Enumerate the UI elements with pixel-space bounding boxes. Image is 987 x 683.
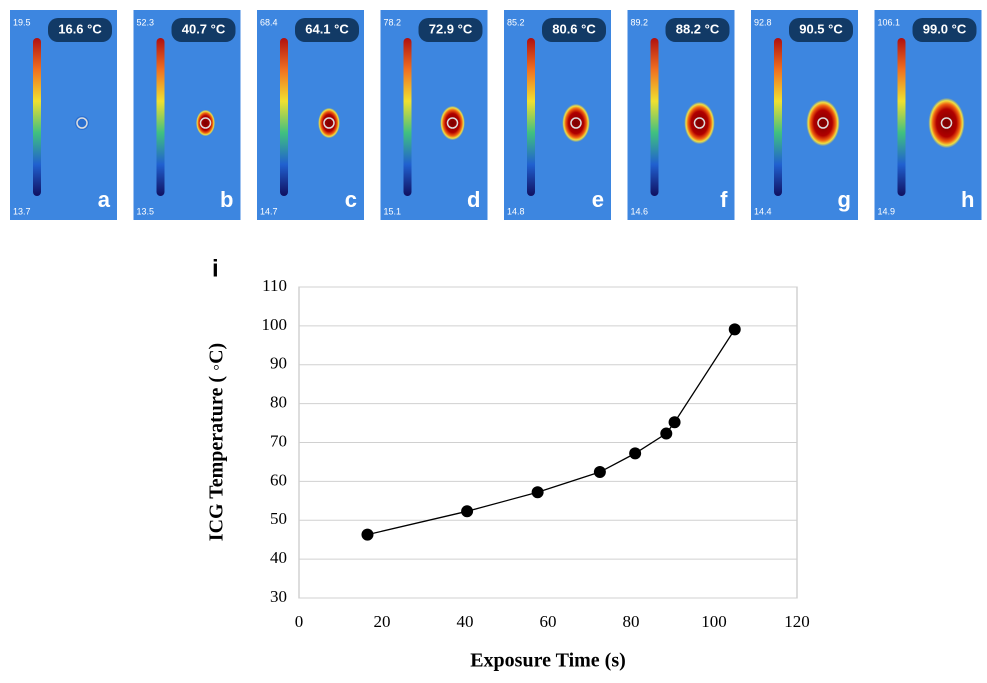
data-point [532, 486, 544, 498]
scale-max: 85.2 [507, 17, 525, 27]
thermal-panel: 72.9 °C 78.2 15.1 d [381, 10, 488, 220]
y-tick-label: 100 [262, 315, 288, 334]
reading: 88.2 °C [676, 21, 720, 36]
scale-max: 78.2 [384, 17, 402, 27]
scale-max: 92.8 [754, 17, 772, 27]
hotspot [684, 102, 715, 145]
reading: 16.6 °C [58, 21, 102, 36]
panel-label: i [212, 255, 219, 282]
scale-min: 14.6 [631, 206, 649, 216]
figure: 16.6 °C19.513.7a40.7 °C52.313.5b64.1 °C6… [0, 0, 987, 678]
colorbar [527, 38, 535, 196]
reading: 90.5 °C [799, 21, 843, 36]
thermal-panel: 88.2 °C 89.2 14.6 f [628, 10, 735, 220]
colorbar [280, 38, 288, 196]
scale-max: 52.3 [137, 17, 155, 27]
panel-letter: d [467, 187, 480, 212]
y-tick-label: 40 [270, 548, 287, 567]
y-tick-label: 50 [270, 509, 287, 528]
reading: 64.1 °C [305, 21, 349, 36]
scale-min: 14.7 [260, 206, 278, 216]
data-point [461, 505, 473, 517]
x-axis-title: Exposure Time (s) [470, 650, 626, 672]
hotspot [318, 108, 340, 139]
panel-letter: c [345, 187, 357, 212]
y-tick-label: 90 [270, 354, 287, 373]
hotspot [928, 98, 964, 149]
scale-min: 13.7 [13, 206, 31, 216]
scale-min: 14.9 [878, 206, 896, 216]
x-tick-label: 40 [457, 612, 474, 631]
chart: i Exposure Time (s) ICG Temperature ( ◦C… [206, 255, 810, 671]
colorbar [404, 38, 412, 196]
scale-max: 106.1 [878, 17, 901, 27]
data-line [367, 329, 734, 534]
panel-letter: b [220, 187, 233, 212]
scale-max: 19.5 [13, 17, 31, 27]
colorbar [898, 38, 906, 196]
x-tick-label: 60 [540, 612, 557, 631]
x-tick-label: 0 [295, 612, 304, 631]
colorbar [774, 38, 782, 196]
thermal-panel: 80.6 °C 85.2 14.8 e [504, 10, 611, 220]
data-point [669, 416, 681, 428]
y-axis-title: ICG Temperature ( ◦C) [206, 343, 228, 541]
colorbar [651, 38, 659, 196]
reading: 80.6 °C [552, 21, 596, 36]
y-tick-label: 110 [262, 276, 287, 295]
x-tick-label: 120 [784, 612, 810, 631]
thermal-panel: 64.1 °C 68.4 14.7 c [257, 10, 364, 220]
thermal-panel: 90.5 °C 92.8 14.4 g [751, 10, 858, 220]
y-tick-label: 30 [270, 587, 287, 606]
panel-letter: e [592, 187, 604, 212]
thermal-panel: 40.7 °C 52.3 13.5 b [134, 10, 241, 220]
scale-min: 14.4 [754, 206, 772, 216]
hotspot [440, 106, 465, 141]
x-tick-label: 20 [374, 612, 391, 631]
hotspot [562, 104, 590, 143]
scale-min: 15.1 [384, 206, 402, 216]
y-tick-label: 60 [270, 470, 287, 489]
x-tick-label: 100 [701, 612, 727, 631]
reading: 40.7 °C [182, 21, 226, 36]
scale-min: 13.5 [137, 206, 155, 216]
y-tick-label: 80 [270, 393, 287, 412]
colorbar [157, 38, 165, 196]
data-point [361, 529, 373, 541]
hotspot [196, 110, 215, 137]
data-point [629, 447, 641, 459]
data-point [729, 323, 741, 335]
scale-max: 68.4 [260, 17, 278, 27]
reading: 72.9 °C [429, 21, 473, 36]
y-tick-label: 70 [270, 431, 287, 450]
x-tick-label: 80 [623, 612, 640, 631]
data-point [660, 428, 672, 440]
panel-letter: a [98, 187, 111, 212]
data-point [594, 466, 606, 478]
scale-min: 14.8 [507, 206, 525, 216]
panel-letter: h [961, 187, 974, 212]
thermal-panel: 99.0 °C 106.1 14.9 h [875, 10, 982, 220]
panel-letter: g [838, 187, 851, 212]
reading: 99.0 °C [923, 21, 967, 36]
hotspot [806, 100, 839, 147]
colorbar [33, 38, 41, 196]
scale-max: 89.2 [631, 17, 649, 27]
panel-letter: f [720, 187, 728, 212]
thermal-panel: 16.6 °C 19.5 13.7 a [10, 10, 117, 220]
